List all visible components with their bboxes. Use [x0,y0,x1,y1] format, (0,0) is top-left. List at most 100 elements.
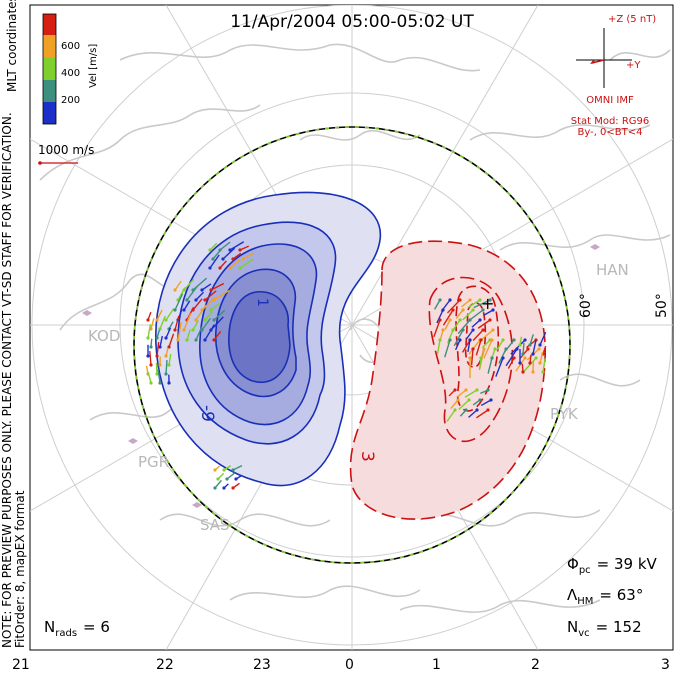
velocity-vector [222,247,236,260]
velocity-vector-origin [481,308,485,312]
velocity-vector [209,254,220,269]
velocity-vector [213,289,230,301]
map-title: 11/Apr/2004 05:00-05:02 UT [230,12,474,32]
preview-notice: NOTE: FOR PREVIEW PURPOSES ONLY. PLEASE … [0,112,14,648]
lat-label-60: 60° [578,293,594,318]
velocity-vector-origin [468,338,472,342]
velocity-vector [155,362,158,375]
velocity-vector [204,311,213,321]
velocity-vector [159,315,166,330]
velocity-vector-origin [146,354,150,358]
velocity-vector-origin [491,308,495,312]
velocity-vector [468,339,481,355]
velocity-vector-origin [479,356,483,360]
velocity-vector-origin [438,318,442,322]
velocity-vector [242,252,255,260]
velocity-vector-origin [155,354,159,358]
velocity-vector [147,324,152,339]
velocity-vector [214,479,222,489]
velocity-vector-origin [149,345,153,349]
velocity-vector-origin [212,318,216,322]
velocity-vector [483,309,494,317]
velocity-vector-origin [441,328,445,332]
velocity-vector [195,291,205,301]
velocity-vector-origin [231,486,235,490]
velocity-vector [467,339,471,352]
velocity-vector-origin [182,288,186,292]
velocity-vector-origin [191,328,195,332]
vector-scale-dot [38,161,42,165]
velocity-vector [495,357,504,377]
velocity-vector-origin [523,338,527,342]
mlt-tick-2: 2 [531,657,540,673]
hm-boundary-overlay [133,126,571,564]
velocity-vector-origin [512,338,516,342]
station-label-pyk: PYK [550,405,579,423]
velocity-vector [442,309,454,326]
velocity-vector-origin [448,298,452,302]
contour-label-positive: 3 [357,451,377,462]
colorbar-tick-200: 200 [61,95,80,106]
velocity-vector [239,258,254,269]
positive-potential-cell [349,240,546,520]
velocity-vector-origin [518,361,522,365]
imf-model: Stat Mod: RG96 [571,116,650,127]
velocity-vector [478,357,482,370]
velocity-vector-origin [531,352,535,356]
velocity-vector-origin [538,361,542,365]
velocity-vector [192,320,199,331]
velocity-vector [477,319,491,329]
velocity-vector-origin [225,477,229,481]
colorbar-title: Vel [m/s] [88,44,99,88]
velocity-vector [433,319,441,338]
velocity-vector-origin [167,381,171,385]
velocity-vector-origin [467,398,471,402]
colorbar-tick-600: 600 [61,41,80,52]
velocity-vector [483,339,493,359]
velocity-vector-origin [490,356,494,360]
velocity-vector-origin [521,370,525,374]
velocity-vector-origin [167,363,171,367]
potential-max-marker: + [481,294,494,313]
velocity-vector-origin [222,468,226,472]
velocity-vector [165,327,172,339]
velocity-vector [174,293,184,311]
velocity-vector-origin [167,345,171,349]
velocity-vector [168,333,175,348]
velocity-vector [156,342,160,357]
velocity-vector [457,319,471,335]
imf-y-label: +Y [626,60,641,71]
velocity-vector-origin [488,318,492,322]
fit-order-label: FitOrder: 8, mapEX format [13,490,27,648]
velocity-vector-origin [191,288,195,292]
velocity-vector-origin [158,345,162,349]
coordinate-label: MLT coordinates [5,0,19,92]
velocity-vector-origin [218,248,222,252]
velocity-vector [436,309,444,324]
velocity-vector-origin [486,408,490,412]
velocity-vector-origin [464,408,468,412]
velocity-vector [480,399,492,407]
velocity-vector [464,389,478,398]
velocity-vector-origin [164,372,168,376]
velocity-vector-origin [216,477,220,481]
velocity-vector [472,329,484,342]
velocity-vector-origin [534,356,538,360]
velocity-vector-origin [471,308,475,312]
velocity-vector-origin [173,308,177,312]
velocity-vector-origin [471,328,475,332]
velocity-vector [444,319,451,330]
velocity-vector [149,350,152,366]
velocity-vector-origin [438,338,442,342]
velocity-vector [219,260,227,269]
mlt-tick-23: 23 [253,657,271,673]
velocity-vector-origin [213,486,217,490]
velocity-vector [229,241,245,251]
velocity-vector-origin [228,266,232,270]
velocity-vector [444,339,451,358]
velocity-vector-origin [185,298,189,302]
stat-nrads: Nrads = 6 [44,618,110,639]
velocity-vector-origin [208,248,212,252]
velocity-vector-origin [478,298,482,302]
velocity-vector-origin [438,298,442,302]
